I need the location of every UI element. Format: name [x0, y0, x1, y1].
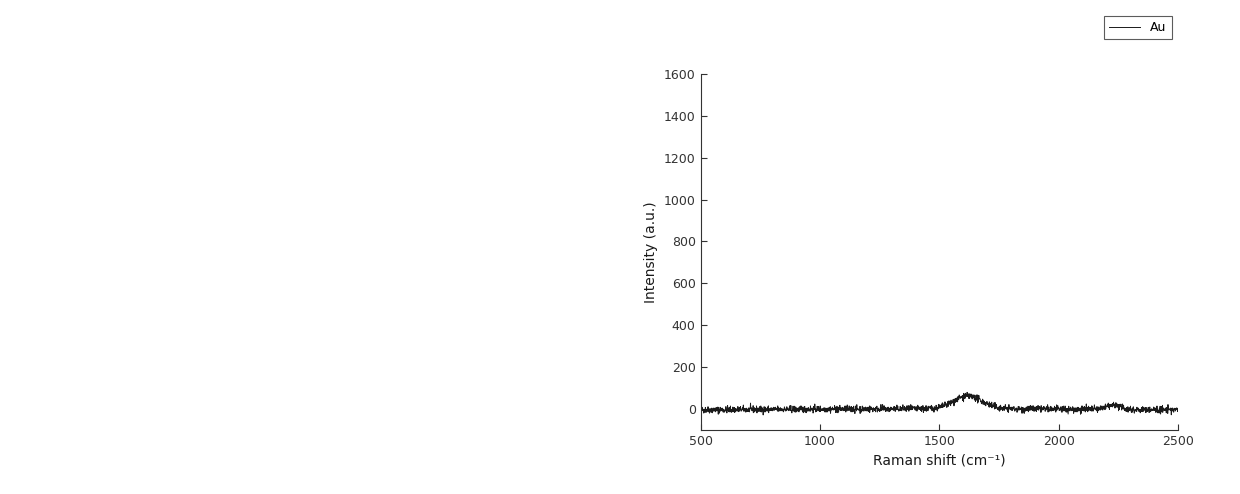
Au [925, 407, 940, 412]
Au [913, 404, 928, 410]
Y-axis label: Intensity (a.u.): Intensity (a.u.) [645, 201, 658, 303]
Au [960, 389, 975, 395]
Line: Au: Au [701, 392, 1178, 415]
Au [1157, 408, 1172, 413]
Au [755, 412, 770, 418]
Legend: Au: Au [1104, 16, 1172, 40]
Au [718, 408, 733, 413]
Au [1171, 408, 1185, 414]
X-axis label: Raman shift (cm⁻¹): Raman shift (cm⁻¹) [873, 453, 1006, 467]
Au [1157, 407, 1172, 412]
Au [1070, 409, 1085, 415]
Au [693, 406, 708, 412]
Text: 500nm: 500nm [547, 450, 577, 459]
Text: S4800 15.0kV 6.4mm ×100k SE(M,LA3): S4800 15.0kV 6.4mm ×100k SE(M,LA3) [25, 450, 224, 459]
